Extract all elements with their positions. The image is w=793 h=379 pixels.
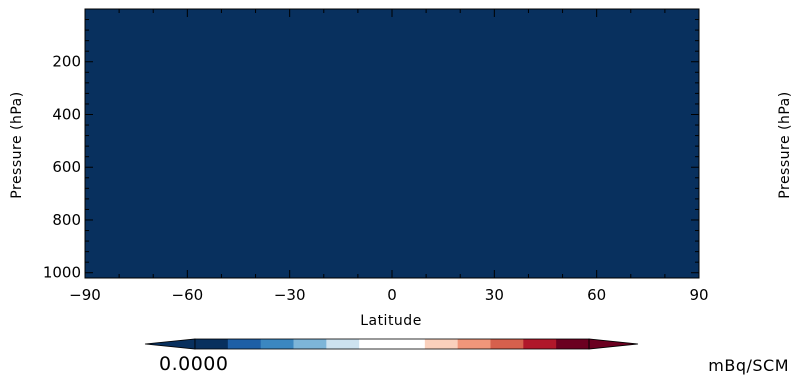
colorbar-frame [194,338,590,350]
y-tick-label: 1000 [43,264,81,282]
colorbar-segment [227,339,262,349]
colorbar-unit-label: mBq/SCM [708,356,789,375]
x-tick-label: 90 [689,286,708,304]
x-axis-title: Latitude [360,313,422,329]
colorbar-segment [424,339,459,349]
colorbar-min-label: 0.0000 [159,353,228,375]
y-tick-label: 600 [52,158,81,176]
colorbar-segment [523,339,557,349]
x-tick-label: 30 [485,286,504,304]
colorbar-segment [260,339,294,349]
x-tick-label: 60 [587,286,606,304]
colorbar-segment [293,339,327,349]
y-tick-label: 400 [52,105,81,123]
colorbar-segment [326,339,360,349]
colorbar-segment [392,339,426,349]
colorbar [144,338,639,350]
y-axis: 200 400 600 800 1000 [43,19,699,282]
y-axis-title-left: Pressure (hPa) [9,91,25,198]
colorbar-segment [195,339,229,349]
y-tick-label: 200 [52,53,81,71]
x-tick-label: −60 [172,286,204,304]
heatmap-field [85,9,699,278]
colorbar-extend-high [588,338,639,350]
colorbar-segment [556,339,590,349]
colorbar-segment [490,339,524,349]
y-tick-label: 800 [52,211,81,229]
colorbar-segment [359,339,393,349]
x-axis: −90 −60 −30 0 30 60 90 [69,9,709,304]
colorbar-segment [457,339,491,349]
x-tick-label: −30 [274,286,306,304]
colorbar-extend-low [144,338,196,350]
x-tick-label: 0 [387,286,397,304]
plot-area [84,8,700,279]
y-axis-title-right: Pressure (hPa) [777,91,793,198]
x-tick-label: −90 [69,286,101,304]
